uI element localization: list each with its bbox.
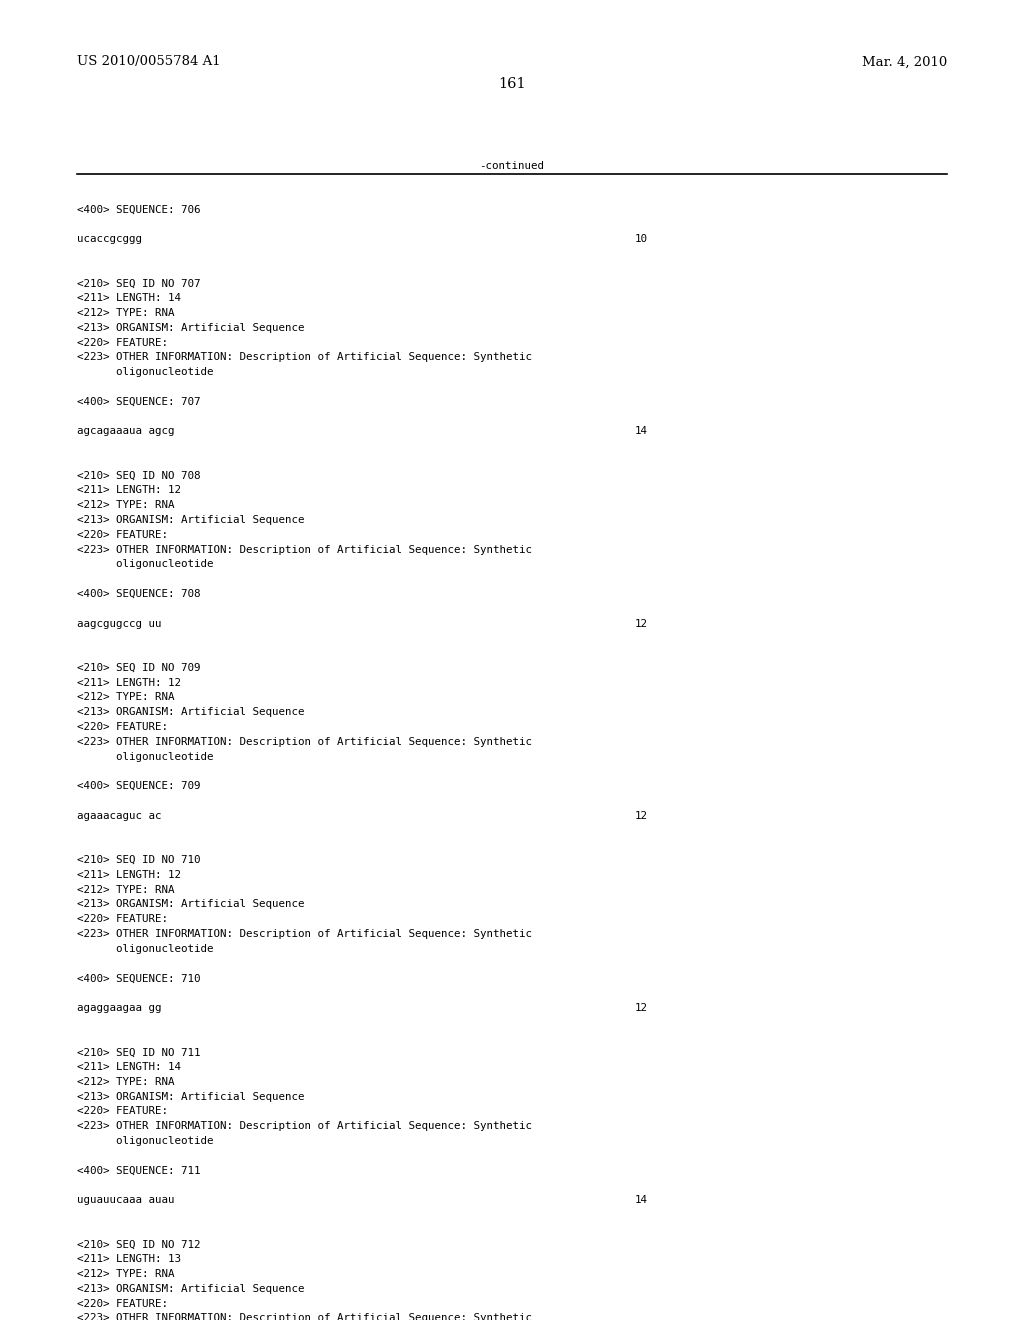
Text: <211> LENGTH: 12: <211> LENGTH: 12	[77, 677, 181, 688]
Text: <213> ORGANISM: Artificial Sequence: <213> ORGANISM: Artificial Sequence	[77, 1284, 304, 1294]
Text: <400> SEQUENCE: 710: <400> SEQUENCE: 710	[77, 973, 201, 983]
Text: <211> LENGTH: 14: <211> LENGTH: 14	[77, 1063, 181, 1072]
Text: <210> SEQ ID NO 710: <210> SEQ ID NO 710	[77, 855, 201, 865]
Text: agaaacaguc ac: agaaacaguc ac	[77, 810, 162, 821]
Text: <211> LENGTH: 13: <211> LENGTH: 13	[77, 1254, 181, 1265]
Text: <220> FEATURE:: <220> FEATURE:	[77, 915, 168, 924]
Text: -continued: -continued	[479, 161, 545, 172]
Text: oligonucleotide: oligonucleotide	[77, 367, 213, 378]
Text: <400> SEQUENCE: 709: <400> SEQUENCE: 709	[77, 781, 201, 791]
Text: <213> ORGANISM: Artificial Sequence: <213> ORGANISM: Artificial Sequence	[77, 708, 304, 717]
Text: agaggaagaa gg: agaggaagaa gg	[77, 1003, 162, 1012]
Text: 12: 12	[635, 810, 648, 821]
Text: Mar. 4, 2010: Mar. 4, 2010	[862, 55, 947, 69]
Text: <400> SEQUENCE: 707: <400> SEQUENCE: 707	[77, 397, 201, 407]
Text: <211> LENGTH: 12: <211> LENGTH: 12	[77, 870, 181, 880]
Text: <213> ORGANISM: Artificial Sequence: <213> ORGANISM: Artificial Sequence	[77, 515, 304, 525]
Text: <400> SEQUENCE: 706: <400> SEQUENCE: 706	[77, 205, 201, 215]
Text: <223> OTHER INFORMATION: Description of Artificial Sequence: Synthetic: <223> OTHER INFORMATION: Description of …	[77, 1121, 531, 1131]
Text: <223> OTHER INFORMATION: Description of Artificial Sequence: Synthetic: <223> OTHER INFORMATION: Description of …	[77, 929, 531, 939]
Text: ucaccgcggg: ucaccgcggg	[77, 234, 141, 244]
Text: <211> LENGTH: 14: <211> LENGTH: 14	[77, 293, 181, 304]
Text: 14: 14	[635, 426, 648, 437]
Text: <220> FEATURE:: <220> FEATURE:	[77, 722, 168, 733]
Text: <220> FEATURE:: <220> FEATURE:	[77, 1106, 168, 1117]
Text: oligonucleotide: oligonucleotide	[77, 944, 213, 954]
Text: <213> ORGANISM: Artificial Sequence: <213> ORGANISM: Artificial Sequence	[77, 899, 304, 909]
Text: <400> SEQUENCE: 708: <400> SEQUENCE: 708	[77, 589, 201, 599]
Text: 161: 161	[499, 77, 525, 91]
Text: <212> TYPE: RNA: <212> TYPE: RNA	[77, 1077, 174, 1086]
Text: 10: 10	[635, 234, 648, 244]
Text: <212> TYPE: RNA: <212> TYPE: RNA	[77, 884, 174, 895]
Text: <210> SEQ ID NO 709: <210> SEQ ID NO 709	[77, 663, 201, 673]
Text: <211> LENGTH: 12: <211> LENGTH: 12	[77, 486, 181, 495]
Text: <212> TYPE: RNA: <212> TYPE: RNA	[77, 308, 174, 318]
Text: <210> SEQ ID NO 712: <210> SEQ ID NO 712	[77, 1239, 201, 1250]
Text: <210> SEQ ID NO 708: <210> SEQ ID NO 708	[77, 471, 201, 480]
Text: <223> OTHER INFORMATION: Description of Artificial Sequence: Synthetic: <223> OTHER INFORMATION: Description of …	[77, 737, 531, 747]
Text: <212> TYPE: RNA: <212> TYPE: RNA	[77, 1269, 174, 1279]
Text: 14: 14	[635, 1195, 648, 1205]
Text: <220> FEATURE:: <220> FEATURE:	[77, 338, 168, 347]
Text: <223> OTHER INFORMATION: Description of Artificial Sequence: Synthetic: <223> OTHER INFORMATION: Description of …	[77, 352, 531, 363]
Text: 12: 12	[635, 1003, 648, 1012]
Text: <212> TYPE: RNA: <212> TYPE: RNA	[77, 500, 174, 511]
Text: <223> OTHER INFORMATION: Description of Artificial Sequence: Synthetic: <223> OTHER INFORMATION: Description of …	[77, 1313, 531, 1320]
Text: <223> OTHER INFORMATION: Description of Artificial Sequence: Synthetic: <223> OTHER INFORMATION: Description of …	[77, 545, 531, 554]
Text: <400> SEQUENCE: 711: <400> SEQUENCE: 711	[77, 1166, 201, 1176]
Text: <210> SEQ ID NO 707: <210> SEQ ID NO 707	[77, 279, 201, 289]
Text: <220> FEATURE:: <220> FEATURE:	[77, 529, 168, 540]
Text: <213> ORGANISM: Artificial Sequence: <213> ORGANISM: Artificial Sequence	[77, 1092, 304, 1102]
Text: <220> FEATURE:: <220> FEATURE:	[77, 1299, 168, 1308]
Text: oligonucleotide: oligonucleotide	[77, 1137, 213, 1146]
Text: <212> TYPE: RNA: <212> TYPE: RNA	[77, 693, 174, 702]
Text: aagcgugccg uu: aagcgugccg uu	[77, 619, 162, 628]
Text: 12: 12	[635, 619, 648, 628]
Text: <210> SEQ ID NO 711: <210> SEQ ID NO 711	[77, 1047, 201, 1057]
Text: <213> ORGANISM: Artificial Sequence: <213> ORGANISM: Artificial Sequence	[77, 323, 304, 333]
Text: agcagaaaua agcg: agcagaaaua agcg	[77, 426, 174, 437]
Text: oligonucleotide: oligonucleotide	[77, 560, 213, 569]
Text: oligonucleotide: oligonucleotide	[77, 751, 213, 762]
Text: US 2010/0055784 A1: US 2010/0055784 A1	[77, 55, 220, 69]
Text: uguauucaaa auau: uguauucaaa auau	[77, 1195, 174, 1205]
